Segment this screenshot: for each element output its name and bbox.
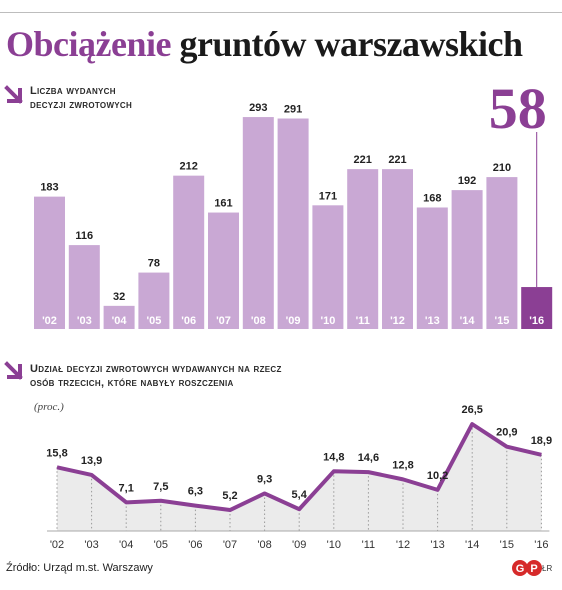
bar-7: [277, 118, 309, 329]
x-tick-label-12: '14: [465, 539, 479, 551]
point-value-label-13: 20,9: [496, 427, 517, 439]
bar-tick-label-0: '02: [42, 315, 57, 327]
bar-tick-label-12: '14: [460, 315, 476, 327]
bar-chart-title-line-2: decyzji zwrotowych: [30, 99, 133, 111]
bar-value-label-13: 210: [493, 162, 511, 174]
bar-value-label-2: 32: [113, 291, 125, 303]
bar-tick-label-8: '10: [320, 315, 335, 327]
top-rule: [0, 12, 562, 13]
x-tick-label-6: '08: [257, 539, 271, 551]
point-value-label-11: 10,2: [427, 470, 448, 482]
point-value-label-14: 18,9: [531, 435, 552, 447]
bar-tick-label-9: '11: [356, 315, 370, 327]
x-tick-label-3: '05: [154, 539, 168, 551]
point-value-label-4: 6,3: [188, 486, 203, 498]
x-tick-label-13: '15: [500, 539, 514, 551]
highlight-value-label: 58: [489, 76, 547, 141]
bar-tick-label-3: '05: [146, 315, 161, 327]
bar-1: [68, 245, 100, 329]
x-tick-label-1: '03: [84, 539, 98, 551]
point-value-label-0: 15,8: [46, 447, 67, 459]
area-chart: 15,8 '02 13,9 '03 7,1 '04 7,5 '05 6,3 '06 5,2 '07 9,…: [46, 404, 552, 551]
bar-value-label-9: 221: [354, 154, 372, 166]
x-tick-label-4: '06: [188, 539, 202, 551]
bar-chart: '02 183 '03 116 '04 32 '05 78 '06 212 '07 161 '08 293…: [34, 76, 553, 330]
bar-tick-label-14: '16: [529, 315, 544, 327]
bar-tick-label-5: '07: [216, 315, 231, 327]
bar-tick-label-6: '08: [251, 315, 266, 327]
line-chart-title-line-1: Udział decyzji zwrotowych wydawanych na …: [30, 363, 282, 375]
point-value-label-1: 13,9: [81, 455, 102, 467]
bar-tick-label-1: '03: [77, 315, 92, 327]
series-line: [56, 422, 542, 513]
x-tick-label-8: '10: [327, 539, 341, 551]
bar-10: [382, 169, 413, 329]
point-value-label-3: 7,5: [153, 481, 168, 493]
bar-14: [521, 287, 553, 329]
bar-12: [451, 190, 483, 329]
bar-value-label-12: 192: [458, 175, 476, 187]
x-tick-label-0: '02: [50, 539, 64, 551]
bar-11: [416, 207, 448, 329]
arrow-down-right-icon: [4, 85, 23, 104]
bar-value-label-11: 168: [423, 192, 441, 204]
x-tick-label-9: '11: [362, 539, 376, 551]
bar-9: [347, 169, 379, 329]
bar-tick-label-4: '06: [181, 315, 196, 327]
bar-value-label-3: 78: [148, 258, 160, 270]
bar-6: [242, 117, 274, 330]
point-value-label-12: 26,5: [461, 404, 482, 416]
point-value-label-2: 7,1: [119, 482, 134, 494]
x-tick-label-5: '07: [223, 539, 237, 551]
bar-8: [312, 205, 344, 329]
x-tick-label-11: '13: [430, 539, 444, 551]
bar-tick-label-13: '15: [494, 315, 509, 327]
page-title: Obciążenie gruntów warszawskich: [6, 24, 523, 64]
line-chart-title: Udział decyzji zwrotowych wydawanych na …: [30, 362, 282, 390]
point-value-label-5: 5,2: [222, 490, 237, 502]
x-tick-label-14: '16: [534, 539, 548, 551]
x-tick-label-10: '12: [396, 539, 410, 551]
bar-value-label-0: 183: [40, 182, 58, 194]
point-value-label-6: 9,3: [257, 473, 272, 485]
x-tick-label-2: '04: [119, 539, 133, 551]
bar-value-label-8: 171: [319, 190, 337, 202]
svg-text:P: P: [530, 563, 537, 575]
bar-3: [138, 272, 170, 329]
bar-13: [486, 177, 518, 329]
line-chart-title-line-2: osób trzecich, które nabyły roszczenia: [30, 377, 234, 389]
arrow-down-right-icon: [4, 361, 23, 380]
bar-value-label-7: 291: [284, 104, 302, 116]
bar-5: [208, 212, 239, 329]
area-fill: [57, 424, 542, 531]
point-value-label-8: 14,8: [323, 451, 344, 463]
bar-0: [34, 196, 65, 329]
gp-logo: G P: [512, 560, 542, 576]
bar-value-label-1: 116: [75, 230, 93, 242]
bar-value-label-5: 161: [214, 198, 232, 210]
bar-4: [173, 175, 205, 329]
svg-text:G: G: [516, 563, 525, 575]
point-value-label-7: 5,4: [292, 489, 308, 501]
bar-2: [103, 305, 135, 329]
bar-value-label-4: 212: [180, 161, 198, 173]
bar-chart-title-line-1: Liczba wydanych: [30, 85, 116, 97]
point-value-label-9: 14,6: [358, 452, 379, 464]
line-chart-unit: (proc.): [34, 401, 64, 413]
bar-value-label-10: 221: [388, 154, 406, 166]
bar-tick-label-2: '04: [112, 315, 128, 327]
x-tick-label-7: '09: [292, 539, 306, 551]
bar-value-label-6: 293: [249, 102, 267, 114]
source-note: Źródło: Urząd m.st. Warszawy: [6, 562, 153, 574]
bar-tick-label-11: '13: [425, 315, 440, 327]
title-rest: gruntów warszawskich: [179, 24, 523, 64]
title-accent: Obciążenie: [6, 24, 171, 64]
bar-tick-label-10: '12: [390, 315, 405, 327]
bar-chart-title: Liczba wydanych decyzji zwrotowych: [30, 84, 132, 112]
author-initials: ŁR: [542, 564, 553, 573]
point-value-label-10: 12,8: [392, 459, 413, 471]
bar-tick-label-7: '09: [286, 315, 301, 327]
